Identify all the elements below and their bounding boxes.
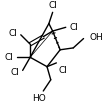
Text: Cl: Cl xyxy=(48,1,57,10)
Text: Cl: Cl xyxy=(70,23,78,32)
Text: Cl: Cl xyxy=(58,66,67,75)
Text: OH: OH xyxy=(89,33,103,42)
Text: Cl: Cl xyxy=(10,68,19,77)
Text: HO: HO xyxy=(32,94,45,103)
Text: Cl: Cl xyxy=(8,29,17,38)
Text: Cl: Cl xyxy=(4,53,13,62)
